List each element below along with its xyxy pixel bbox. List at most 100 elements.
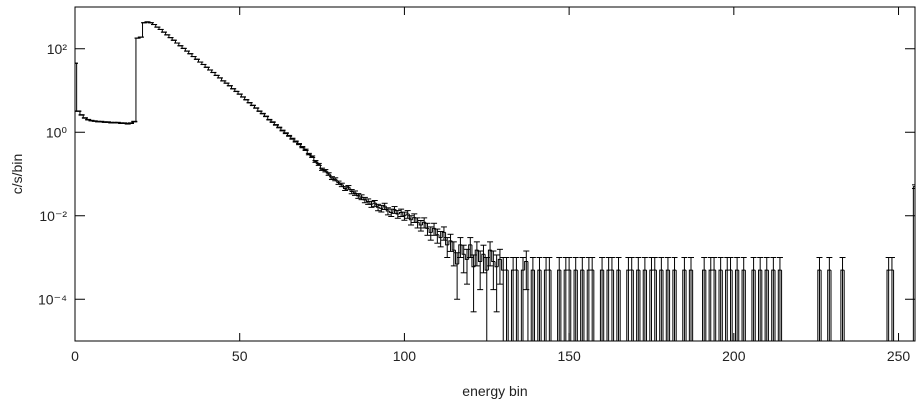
histogram-bin <box>461 244 466 255</box>
error-bar <box>417 219 424 232</box>
histogram-bin <box>478 250 482 263</box>
histogram-bin <box>313 156 318 162</box>
histogram-bin <box>326 170 331 175</box>
error-bar <box>589 257 596 341</box>
histogram-bin <box>655 270 657 341</box>
error-bar <box>717 257 724 341</box>
error-bar <box>711 257 718 341</box>
error-bar <box>375 203 382 212</box>
error-bar <box>671 257 678 341</box>
histogram-bin <box>758 269 762 341</box>
histogram-bin <box>487 249 492 271</box>
error-bar <box>513 257 520 341</box>
histogram-bin <box>636 269 640 341</box>
histogram-bin <box>580 269 584 341</box>
histogram-bin <box>754 270 756 341</box>
histogram-bin <box>402 212 407 217</box>
histogram-bin <box>702 269 706 341</box>
histogram-bin <box>639 270 641 341</box>
error-bar <box>651 257 658 341</box>
histogram-bin <box>573 269 578 341</box>
histogram-bin <box>606 269 611 341</box>
error-bar <box>424 222 431 236</box>
histogram-bin <box>422 221 426 226</box>
error-bar <box>473 241 480 267</box>
error-bar <box>414 217 421 229</box>
histogram-bin <box>362 197 367 201</box>
histogram-bin <box>530 269 535 341</box>
histogram-bin <box>142 22 146 38</box>
histogram-bin <box>632 270 634 341</box>
error-bar <box>483 257 490 341</box>
histogram-bin <box>527 261 529 341</box>
histogram-bin <box>431 227 436 233</box>
error-bar <box>398 208 405 217</box>
histogram-bin <box>543 269 548 341</box>
histogram-bin <box>346 186 351 189</box>
histogram-bin <box>599 269 604 341</box>
histogram-bin <box>435 228 439 236</box>
error-bar <box>740 257 747 341</box>
error-bar <box>427 226 434 241</box>
error-bar <box>734 257 741 341</box>
histogram-bin <box>540 270 542 341</box>
error-bar <box>628 257 635 341</box>
error-bar <box>750 257 757 341</box>
error-bar <box>701 257 708 341</box>
histogram-bin <box>560 270 562 341</box>
histogram-bin <box>415 217 420 223</box>
histogram-bin <box>669 270 671 341</box>
histogram-bin <box>507 270 509 341</box>
histogram-bin <box>830 270 832 341</box>
y-tick-label: 10⁻⁴ <box>38 291 67 307</box>
histogram-bin <box>583 270 585 341</box>
histogram-bin <box>570 270 572 341</box>
histogram-bin <box>626 269 631 341</box>
x-axis-label: energy bin <box>462 383 527 399</box>
histogram-bin <box>781 270 783 341</box>
histogram-bin <box>731 270 733 341</box>
error-bar <box>500 257 507 341</box>
x-tick-label: 0 <box>71 348 79 364</box>
histogram-bin <box>705 270 707 341</box>
error-bar <box>520 257 526 341</box>
histogram-bin <box>751 269 756 341</box>
histogram-bin <box>685 270 687 341</box>
histogram-bin <box>662 270 664 341</box>
histogram-bin <box>474 249 479 267</box>
error-bar <box>490 250 497 291</box>
error-bar <box>681 257 688 341</box>
histogram-bin <box>843 270 845 341</box>
histogram-bin <box>451 240 456 251</box>
histogram-bin <box>774 270 776 341</box>
histogram-bin <box>764 269 769 341</box>
histogram-bin <box>893 270 895 341</box>
histogram-bin <box>306 149 311 155</box>
histogram-bin <box>665 269 670 341</box>
histogram-bin <box>497 258 502 267</box>
y-tick-label: 10⁻² <box>39 208 67 224</box>
histogram-bin <box>471 244 476 268</box>
histogram-bin <box>725 269 729 341</box>
error-bar <box>444 237 451 258</box>
error-bar <box>572 257 579 341</box>
error-bar <box>599 257 606 341</box>
histogram-bin <box>593 270 595 341</box>
error-bar <box>757 257 764 341</box>
error-bar <box>487 241 494 267</box>
histogram-bin <box>672 269 677 341</box>
histogram-bin <box>316 161 321 165</box>
histogram-bin <box>300 144 304 148</box>
histogram-bin <box>491 250 495 263</box>
histogram-bin <box>405 213 410 216</box>
histogram-bin <box>912 186 915 341</box>
histogram-bin <box>296 141 301 145</box>
histogram-bin <box>659 269 663 341</box>
histogram-bin <box>76 63 80 112</box>
histogram-bin <box>616 269 621 341</box>
error-bar <box>496 248 503 285</box>
error-bar <box>378 204 385 213</box>
error-bar <box>348 189 355 195</box>
histogram-bin <box>708 269 713 341</box>
x-tick-label: 200 <box>722 348 746 364</box>
